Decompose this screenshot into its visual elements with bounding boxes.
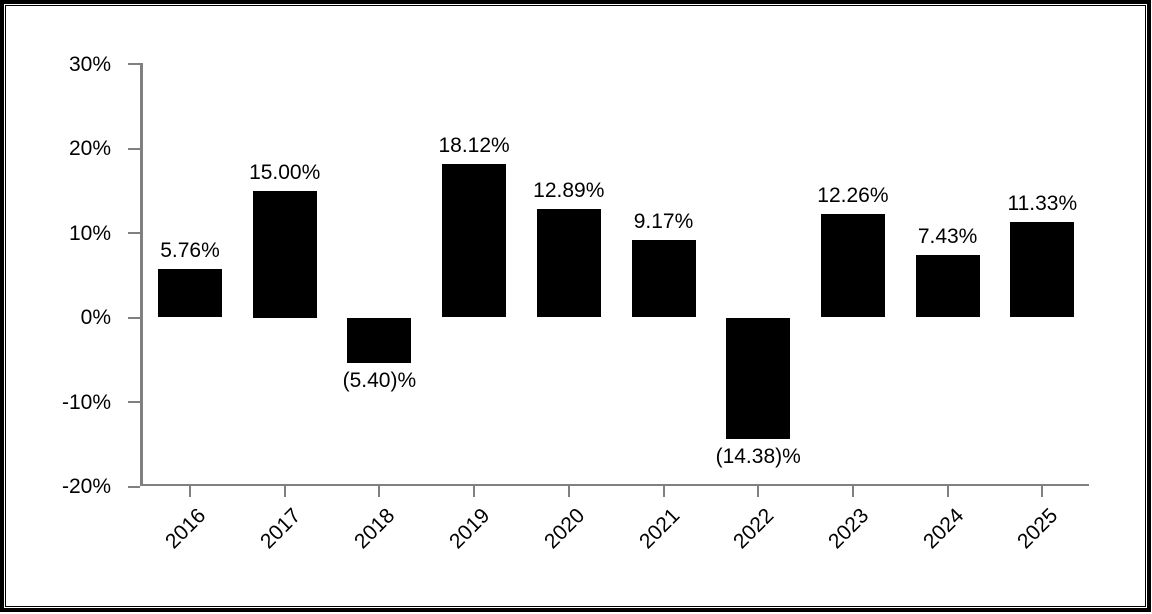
- y-axis-tick: [128, 232, 140, 234]
- x-axis-tick: [283, 486, 286, 497]
- x-axis-tick: [757, 486, 760, 497]
- x-axis-tick: [946, 486, 949, 497]
- bar-value-label: 12.26%: [817, 183, 889, 207]
- bar-value-label: 7.43%: [917, 224, 978, 248]
- x-axis-tick: [189, 486, 191, 497]
- bar-2016: [158, 268, 222, 318]
- bar-value-label: 18.12%: [438, 134, 510, 158]
- x-axis-label: 2022: [729, 504, 779, 554]
- x-axis-label: 2017: [255, 504, 305, 554]
- x-axis-tick: [473, 486, 476, 497]
- bar-2020: [536, 208, 601, 318]
- bar-2023: [820, 213, 885, 318]
- bar-2017: [252, 190, 317, 318]
- x-axis-label: 2025: [1013, 504, 1063, 554]
- bar-2022: [726, 317, 791, 439]
- bar-2019: [442, 164, 507, 318]
- bar-value-label: 5.76%: [160, 238, 220, 262]
- bar-2021: [631, 240, 696, 318]
- y-axis-tick: [128, 147, 140, 150]
- bar-value-label: 15.00%: [249, 160, 321, 184]
- y-axis-tick: [128, 485, 140, 488]
- x-axis-tick: [567, 486, 570, 497]
- x-axis-tick: [851, 486, 854, 497]
- y-tick-label: -10%: [61, 390, 111, 414]
- y-tick-label: 30%: [68, 52, 111, 76]
- x-axis-label: 2021: [634, 504, 684, 554]
- y-tick-label: 20%: [68, 137, 111, 160]
- x-axis-label: 2024: [918, 504, 968, 554]
- x-axis-label: 2018: [350, 504, 400, 554]
- bar-2018: [347, 317, 412, 364]
- y-axis-line: [140, 63, 143, 486]
- y-tick-label: 10%: [68, 221, 111, 245]
- x-axis-tick: [662, 486, 665, 497]
- bar-value-label: 12.89%: [533, 178, 605, 202]
- x-axis-label: 2019: [445, 504, 495, 554]
- bar-2024: [915, 254, 980, 318]
- y-axis-tick: [128, 316, 140, 319]
- x-axis-label: 2016: [160, 504, 211, 554]
- bar-value-label: (5.40)%: [342, 369, 417, 393]
- bar-value-label: (14.38)%: [715, 445, 801, 468]
- x-axis-tick: [378, 486, 381, 497]
- y-tick-label: 0%: [80, 306, 111, 329]
- y-axis-tick: [128, 401, 140, 403]
- bar-value-label: 9.17%: [633, 210, 694, 233]
- bar-2025: [1010, 221, 1075, 318]
- x-axis-line: [140, 483, 1089, 486]
- x-axis-label: 2023: [823, 504, 874, 554]
- y-axis-tick: [128, 63, 140, 65]
- x-axis-label: 2020: [539, 504, 590, 554]
- y-tick-label: -20%: [61, 475, 111, 498]
- bar-value-label: 11.33%: [1007, 191, 1078, 215]
- x-axis-tick: [1041, 486, 1044, 497]
